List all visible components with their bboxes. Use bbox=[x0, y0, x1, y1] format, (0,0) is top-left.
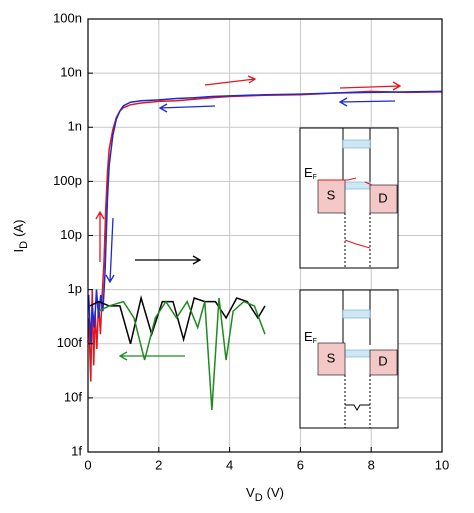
y-axis-label: ID(A) bbox=[11, 220, 29, 253]
x-tick-label: 0 bbox=[84, 457, 91, 472]
label: D bbox=[378, 353, 387, 368]
label: S bbox=[327, 187, 336, 202]
label: EF bbox=[304, 165, 317, 180]
data-line bbox=[89, 295, 266, 345]
arrows bbox=[95, 75, 402, 361]
data-line bbox=[98, 297, 266, 410]
data-line bbox=[87, 90, 443, 344]
x-tick-label: 8 bbox=[368, 457, 375, 472]
x-tick-label: 6 bbox=[297, 457, 304, 472]
y-tick-label: 10n bbox=[60, 65, 82, 80]
ticks: 0 2 4 6 8 10 1f 10f 100f 1p 10p 100p 1n 10n 100n bbox=[53, 10, 449, 472]
label: EF bbox=[304, 329, 317, 344]
label: S bbox=[327, 350, 336, 365]
y-tick-label: 10p bbox=[60, 227, 82, 242]
x-tick-label: 4 bbox=[226, 457, 233, 472]
y-tick-label: 1p bbox=[68, 281, 82, 296]
x-axis-label: VD (V) bbox=[246, 485, 284, 503]
x-tick-label: 2 bbox=[155, 457, 162, 472]
y-tick-label: 1f bbox=[71, 443, 82, 458]
series bbox=[87, 90, 443, 410]
x-tick-label: 10 bbox=[435, 457, 449, 472]
y-tick-label: 100p bbox=[53, 173, 82, 188]
label: D bbox=[378, 190, 387, 205]
y-tick-label: 1n bbox=[68, 119, 82, 134]
inset-diagram: EF S D bbox=[299, 289, 399, 429]
inset-diagram: EF S D bbox=[299, 127, 399, 269]
y-tick-label: 10f bbox=[64, 389, 82, 404]
y-tick-label: 100n bbox=[53, 10, 82, 25]
y-tick-label: 100f bbox=[57, 335, 83, 350]
